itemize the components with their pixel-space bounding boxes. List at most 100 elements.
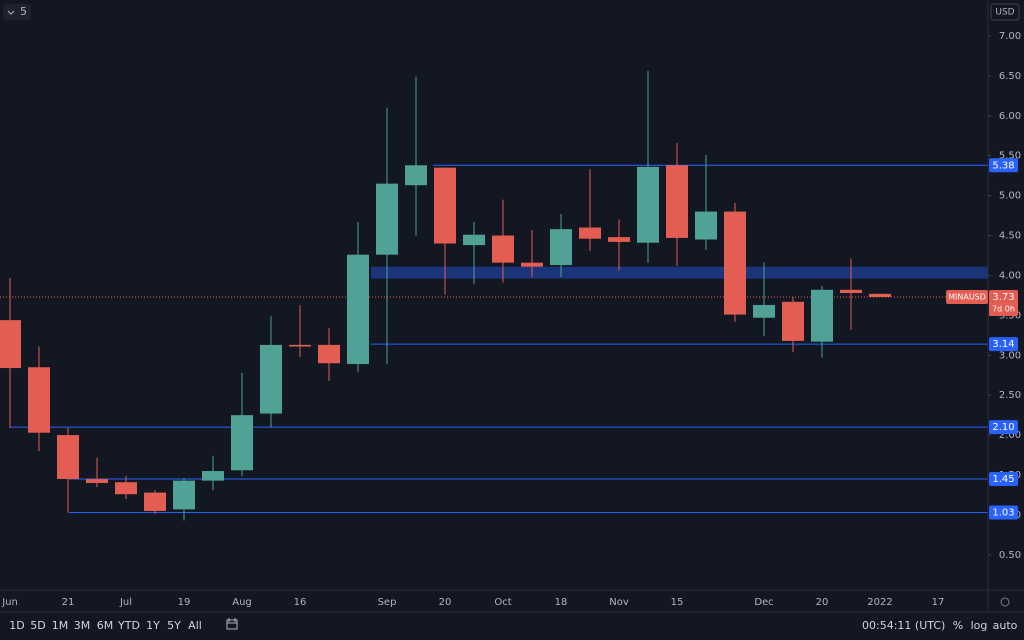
candle-body	[347, 254, 369, 365]
range-button[interactable]: 3M	[74, 619, 91, 632]
last-price-bg	[989, 289, 1018, 316]
price-label: 1.45	[992, 474, 1014, 485]
x-tick-label: 21	[62, 597, 75, 608]
y-tick-label: 7.00	[999, 31, 1021, 42]
candle-body	[579, 227, 601, 239]
y-tick-label: 5.50	[999, 151, 1021, 162]
candle-body	[376, 183, 398, 255]
candle-body	[434, 167, 456, 244]
price-label: 3.14	[992, 339, 1014, 350]
candle-body	[840, 289, 862, 294]
range-button[interactable]: All	[188, 619, 202, 632]
price-label-bg	[989, 337, 1018, 352]
y-tick-label: 2.50	[999, 390, 1021, 401]
x-tick-label: 19	[178, 597, 191, 608]
y-tick-label: 4.50	[999, 231, 1021, 242]
y-tick-label: 6.00	[999, 111, 1021, 122]
price-label: 1.03	[992, 508, 1014, 519]
candle-body	[57, 435, 79, 480]
bottom-toolbar: 00:54:11 (UTC) 1D 5D 1M 3M 6M YTD 1Y 5Y All% log a…	[9, 618, 1018, 632]
price-label-bg	[989, 420, 1018, 435]
y-tick-label: 3.00	[999, 350, 1021, 361]
range-button[interactable]: 6M	[97, 619, 114, 632]
range-button[interactable]: 5Y	[167, 619, 181, 632]
candle-body	[260, 344, 282, 414]
price-label-bg	[989, 158, 1018, 173]
candle-body	[666, 165, 688, 238]
x-tick-label: Dec	[754, 597, 773, 608]
x-tick-label: 16	[294, 597, 307, 608]
button-border	[990, 3, 1020, 21]
candle-body	[144, 492, 166, 511]
x-tick-label: Nov	[609, 597, 629, 608]
candle-body	[521, 262, 543, 267]
price-label: 2.10	[992, 422, 1014, 433]
candle-body	[86, 479, 108, 484]
currency-label: USD	[995, 8, 1014, 18]
x-tick-label: Sep	[378, 597, 397, 608]
candle-body	[782, 301, 804, 341]
candle-body	[811, 289, 833, 342]
x-tick-label: 18	[555, 597, 568, 608]
range-button[interactable]: 5D	[30, 619, 45, 632]
candle-body	[608, 237, 630, 242]
settings-icon[interactable]	[1000, 597, 1010, 607]
last-price-label: 3.73	[992, 292, 1014, 303]
candle-body	[289, 344, 311, 347]
x-tick-label: 20	[816, 597, 829, 608]
range-button[interactable]: YTD	[117, 619, 140, 632]
y-tick-label: 2.00	[999, 430, 1021, 441]
x-tick-label: Oct	[494, 597, 511, 608]
range-button[interactable]: 1Y	[146, 619, 160, 632]
symbol-label: MINAUSD	[948, 292, 986, 301]
candle-body	[231, 415, 253, 471]
x-tick-label: Jun	[1, 597, 18, 608]
y-tick-label: 4.00	[999, 270, 1021, 281]
symbol-label-bg	[946, 289, 988, 304]
scale-option[interactable]: %	[953, 619, 963, 632]
candle-body	[202, 471, 224, 481]
candle-body	[492, 235, 514, 263]
range-button[interactable]: 1M	[52, 619, 69, 632]
candle-body	[0, 320, 21, 369]
scale-option[interactable]: auto	[993, 619, 1018, 632]
candle-body	[695, 211, 717, 240]
price-label-bg	[989, 505, 1018, 520]
x-tick-label: Aug	[232, 597, 252, 608]
candle-body	[550, 229, 572, 266]
y-tick-label: 5.00	[999, 191, 1021, 202]
range-button[interactable]: 1D	[9, 619, 24, 632]
calendar-icon[interactable]	[226, 618, 238, 630]
x-tick-label: 17	[932, 597, 945, 608]
plot-area	[0, 71, 988, 521]
interval-label: 5	[20, 5, 27, 18]
candle-body	[405, 165, 427, 186]
countdown-label: 7d 0h	[992, 304, 1015, 313]
clock: 00:54:11 (UTC)	[862, 619, 945, 632]
candle-body	[115, 482, 137, 495]
candle-body	[463, 234, 485, 246]
candle-body	[724, 211, 746, 315]
candle-body	[318, 344, 340, 364]
x-tick-label: 2022	[867, 597, 892, 608]
x-tick-label: 20	[439, 597, 452, 608]
candle-body	[28, 367, 50, 433]
price-label: 5.38	[992, 160, 1014, 171]
interval-button[interactable]: 5	[3, 4, 31, 20]
y-tick-label: 0.50	[999, 550, 1021, 561]
candle-body	[637, 166, 659, 243]
candle-body	[869, 293, 891, 297]
currency-button[interactable]: USD	[990, 3, 1020, 21]
y-tick-label: 6.50	[999, 71, 1021, 82]
price-label-bg	[989, 472, 1018, 487]
button-bg	[3, 4, 31, 20]
x-tick-label: Jul	[119, 597, 132, 608]
chevron-icon	[7, 10, 15, 15]
support-zone	[371, 266, 988, 279]
x-tick-label: 15	[671, 597, 684, 608]
candle-body	[753, 304, 775, 318]
candle-body	[173, 480, 195, 510]
scale-option[interactable]: log	[971, 619, 988, 632]
